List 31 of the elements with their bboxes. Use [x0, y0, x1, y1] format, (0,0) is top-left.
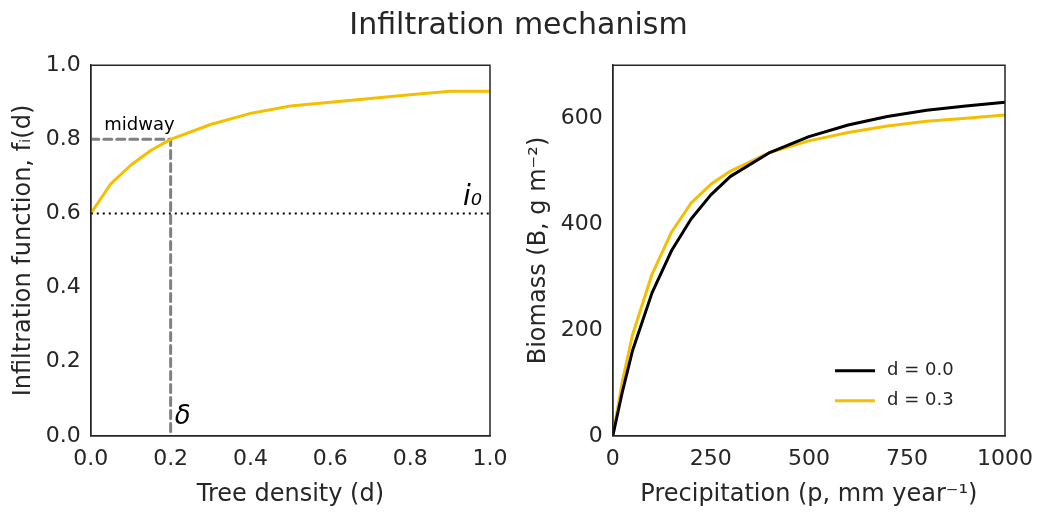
x-axis-title: Tree density (d) — [195, 478, 384, 507]
y-axis-title: Infiltration function, fᵢ(d) — [7, 104, 36, 397]
y-tick-label: 200 — [560, 315, 603, 341]
x-tick-label: 0.4 — [232, 444, 268, 470]
y-axis-title: Biomass (B, g m⁻²) — [522, 136, 551, 365]
ref-line-label: i₀ — [462, 178, 482, 212]
y-tick-label: 600 — [560, 103, 603, 129]
y-tick-label: 1.0 — [45, 50, 81, 76]
y-tick-label: 0 — [588, 421, 603, 447]
x-tick-label: 750 — [885, 444, 928, 470]
legend-label: d = 0.0 — [887, 358, 954, 380]
x-tick-label: 500 — [787, 444, 830, 470]
x-tick-label: 1.0 — [472, 444, 508, 470]
x-tick-label: 0.0 — [73, 444, 109, 470]
x-tick-label: 0.2 — [153, 444, 189, 470]
x-tick-label: 0.8 — [392, 444, 428, 470]
legend-label: d = 0.3 — [887, 388, 954, 410]
annotation: δ — [174, 399, 191, 430]
y-tick-label: 400 — [560, 209, 603, 235]
chart-title: Infiltration mechanism — [348, 6, 689, 41]
annotation: midway — [104, 112, 175, 134]
x-tick-label: 0 — [605, 444, 620, 470]
y-tick-label: 0.6 — [45, 199, 81, 225]
y-tick-label: 0.8 — [45, 125, 81, 151]
y-tick-label: 0.0 — [45, 421, 81, 447]
y-tick-label: 0.4 — [45, 273, 81, 299]
x-axis-title: Precipitation (p, mm year⁻¹) — [640, 478, 978, 507]
y-tick-label: 0.2 — [45, 347, 81, 373]
x-tick-label: 1000 — [977, 444, 1034, 470]
x-tick-label: 250 — [689, 444, 732, 470]
x-tick-label: 0.6 — [312, 444, 348, 470]
